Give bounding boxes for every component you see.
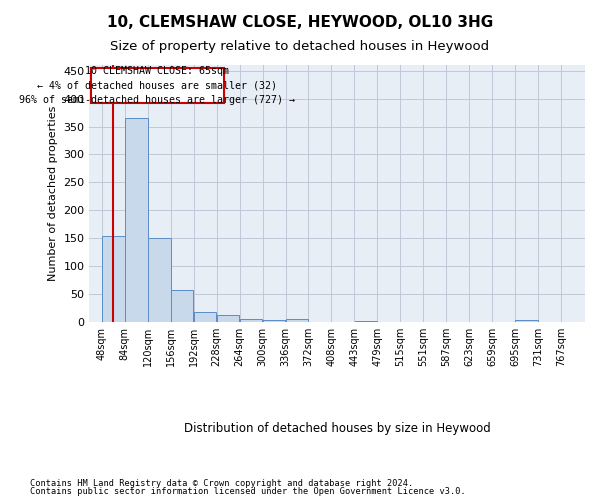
FancyBboxPatch shape — [91, 68, 224, 103]
Bar — [515, 320, 538, 322]
Y-axis label: Number of detached properties: Number of detached properties — [48, 106, 58, 282]
Bar — [286, 320, 308, 322]
Text: Size of property relative to detached houses in Heywood: Size of property relative to detached ho… — [110, 40, 490, 53]
Bar — [263, 320, 285, 322]
Text: 10, CLEMSHAW CLOSE, HEYWOOD, OL10 3HG: 10, CLEMSHAW CLOSE, HEYWOOD, OL10 3HG — [107, 15, 493, 30]
Bar — [240, 320, 262, 322]
Bar — [102, 236, 125, 322]
X-axis label: Distribution of detached houses by size in Heywood: Distribution of detached houses by size … — [184, 422, 491, 435]
Bar — [217, 315, 239, 322]
Bar — [125, 118, 148, 322]
Text: 10 CLEMSHAW CLOSE: 65sqm
← 4% of detached houses are smaller (32)
96% of semi-de: 10 CLEMSHAW CLOSE: 65sqm ← 4% of detache… — [19, 66, 295, 106]
Bar — [148, 238, 170, 322]
Bar — [194, 312, 217, 322]
Text: Contains HM Land Registry data © Crown copyright and database right 2024.: Contains HM Land Registry data © Crown c… — [30, 478, 413, 488]
Bar — [355, 320, 377, 322]
Bar — [171, 290, 193, 322]
Text: Contains public sector information licensed under the Open Government Licence v3: Contains public sector information licen… — [30, 487, 466, 496]
